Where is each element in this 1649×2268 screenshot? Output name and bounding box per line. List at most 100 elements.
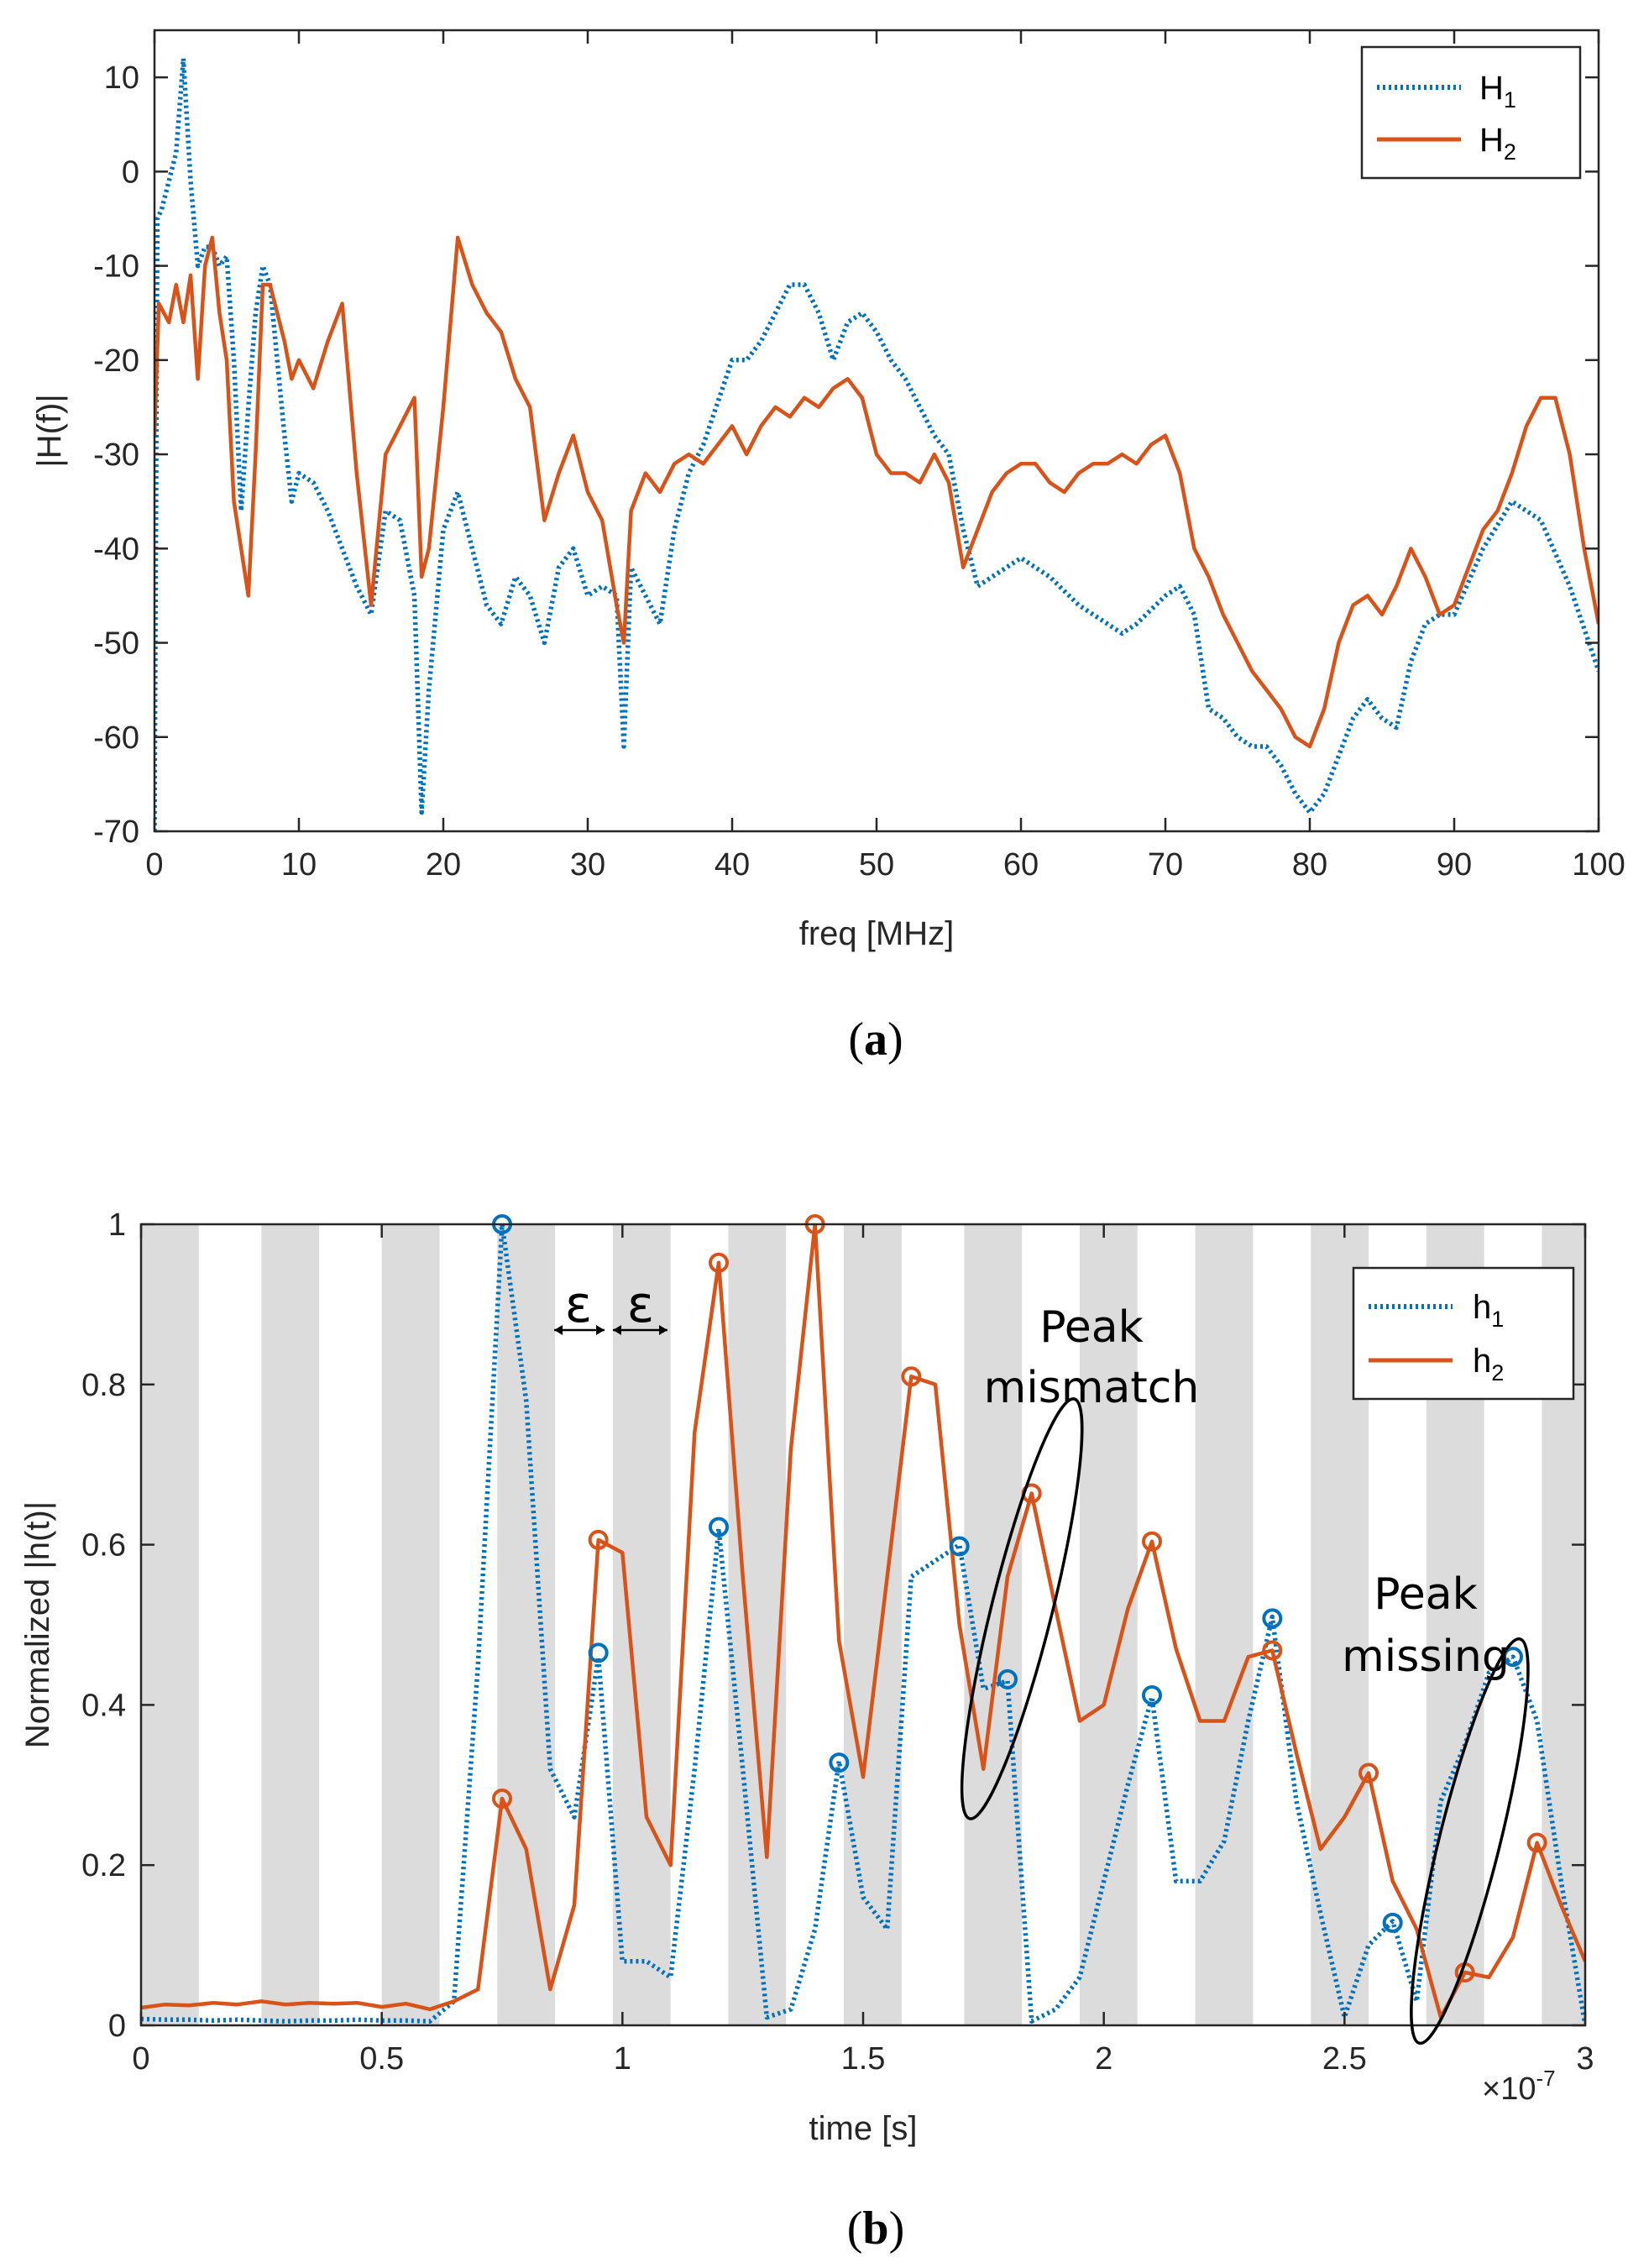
y-tick-label: -60 bbox=[93, 720, 139, 756]
caption-b-letter: b bbox=[862, 2203, 888, 2255]
annotation-ellipse-2 bbox=[1410, 1637, 1530, 2045]
y-tick-label: 0.2 bbox=[81, 1848, 126, 1883]
y-tick-label: 0.6 bbox=[81, 1528, 126, 1564]
x-tick-label: 100 bbox=[1572, 847, 1625, 883]
legend-box-a bbox=[1360, 45, 1582, 180]
shaded-band-6 bbox=[728, 1224, 787, 2025]
peak-marker-h1-8 bbox=[1262, 1608, 1283, 1629]
x-tick-label: 0 bbox=[132, 2041, 149, 2077]
x-tick-label: 2 bbox=[1095, 2041, 1112, 2077]
epsilon-label-2: ε bbox=[627, 1275, 654, 1334]
panel-b: 0 0.5 1 1.5 2 2.5 3 0 0.2 0.4 0.6 0.8 1 ε ε Peak mis… bbox=[19, 1207, 1594, 2255]
x-axis-label-a: freq [MHz] bbox=[799, 915, 954, 952]
y-tick-label: 0.8 bbox=[81, 1368, 126, 1403]
peak-marker-h2-3 bbox=[709, 1252, 729, 1273]
x-tick-label: 70 bbox=[1148, 847, 1183, 883]
shaded-band-7 bbox=[844, 1224, 902, 2025]
x-tick-label: 90 bbox=[1437, 847, 1472, 883]
peak-marker-h2-9 bbox=[1358, 1763, 1379, 1783]
x-exponent-power: -7 bbox=[1536, 2066, 1555, 2091]
peak-marker-h2-5 bbox=[901, 1366, 922, 1387]
x-tick-label: 0.5 bbox=[359, 2041, 404, 2077]
legend-a: H1 H2 bbox=[1360, 45, 1582, 180]
legend-h2-sub: 2 bbox=[1504, 139, 1516, 165]
series-group-a bbox=[154, 55, 1599, 831]
x-tick-label: 2.5 bbox=[1322, 2041, 1367, 2077]
y-tick-label: -70 bbox=[93, 814, 139, 850]
y-axis-label-b: Normalized |h(t)| bbox=[19, 1501, 56, 1748]
legend-h1-base: H bbox=[1479, 70, 1504, 107]
series-line-h2-a bbox=[154, 235, 1599, 749]
shaded-band-8 bbox=[964, 1224, 1023, 2025]
legend-label-h2: H2 bbox=[1479, 122, 1516, 165]
panel-a: 0 10 20 30 40 50 60 70 80 90 100-70-60-50-40-30-20… bbox=[31, 29, 1625, 1066]
legend-label-h1: H1 bbox=[1479, 70, 1516, 113]
y-axis-label-a: |H(f)| bbox=[31, 394, 68, 467]
axes-b: 0 0.5 1 1.5 2 2.5 3 0 0.2 0.4 0.6 0.8 1 bbox=[81, 1207, 1594, 2077]
x-exponent-b: ×10-7 bbox=[1482, 2066, 1556, 2107]
shaded-band-1 bbox=[141, 1224, 199, 2025]
x-axis-label-b: time [s] bbox=[809, 2110, 918, 2147]
caption-b: (b) bbox=[847, 2203, 904, 2255]
legend-label-h2-lower: h2 bbox=[1473, 1343, 1504, 1385]
peak-marker-h1-5 bbox=[949, 1536, 970, 1557]
peak-marker-h1-6 bbox=[997, 1668, 1018, 1689]
series-line-h1-b bbox=[141, 1224, 1585, 2025]
y-tick-label: 0.4 bbox=[81, 1688, 126, 1723]
x-tick-label: 1.5 bbox=[841, 2041, 886, 2077]
annotation-peak-mismatch-line2: mismatch bbox=[984, 1363, 1200, 1413]
y-tick-label: 0 bbox=[122, 155, 139, 190]
peak-marker-h2-8 bbox=[1262, 1640, 1283, 1661]
legend-label-h1-lower: h1 bbox=[1473, 1289, 1504, 1332]
x-tick-label: 20 bbox=[426, 847, 461, 883]
peak-marker-h2-11 bbox=[1526, 1832, 1547, 1853]
legend-h2-lower-sub: 2 bbox=[1491, 1360, 1504, 1385]
peak-marker-h1-3 bbox=[709, 1516, 729, 1537]
shaded-band-4 bbox=[497, 1224, 556, 2025]
x-tick-label: 3 bbox=[1576, 2041, 1594, 2077]
peak-marker-h1-7 bbox=[1142, 1684, 1162, 1705]
annotation-peak-missing-line2: missing bbox=[1342, 1632, 1510, 1682]
axes-a: 0 10 20 30 40 50 60 70 80 90 100-70-60-50-40-30-20… bbox=[93, 29, 1625, 883]
y-tick-label: -30 bbox=[93, 437, 139, 473]
shaded-band-2 bbox=[261, 1224, 320, 2025]
peak-marker-h1-2 bbox=[588, 1642, 609, 1663]
shaded-band-10 bbox=[1195, 1224, 1254, 2025]
epsilon-label-1: ε bbox=[565, 1275, 592, 1334]
peak-marker-h2-1 bbox=[492, 1789, 512, 1810]
plot-area-a bbox=[154, 30, 1599, 831]
y-tick-label: 10 bbox=[104, 60, 139, 96]
peak-marker-h1-10 bbox=[1503, 1647, 1523, 1668]
shaded-band-9 bbox=[1080, 1224, 1138, 2025]
y-tick-label: -10 bbox=[93, 249, 139, 285]
legend-h2-lower-base: h bbox=[1473, 1343, 1491, 1380]
y-tick-label: 0 bbox=[108, 2009, 126, 2044]
ellipses-b bbox=[960, 1397, 1530, 2045]
series-line-h2-b bbox=[141, 1224, 1585, 2019]
peak-marker-h1-4 bbox=[829, 1752, 850, 1773]
legend-h1-lower-base: h bbox=[1473, 1289, 1491, 1326]
x-tick-label: 40 bbox=[715, 847, 750, 883]
y-tick-label: -20 bbox=[93, 343, 139, 379]
shaded-band-3 bbox=[381, 1224, 440, 2025]
x-tick-label: 0 bbox=[145, 847, 163, 883]
annotation-ellipse-1 bbox=[960, 1397, 1084, 1820]
series-group-b bbox=[141, 1224, 1585, 2025]
peak-marker-h2-2 bbox=[588, 1529, 609, 1550]
peak-marker-h2-7 bbox=[1142, 1531, 1162, 1552]
x-tick-label: 50 bbox=[859, 847, 894, 883]
y-tick-label: 1 bbox=[108, 1207, 126, 1243]
legend-b: h1 h2 bbox=[1352, 1266, 1575, 1401]
x-exponent-base: ×10 bbox=[1482, 2072, 1536, 2107]
caption-a: (a) bbox=[848, 1014, 903, 1066]
y-tick-label: -40 bbox=[93, 532, 139, 567]
legend-h1-lower-sub: 1 bbox=[1491, 1307, 1504, 1332]
annotation-peak-mismatch-line1: Peak bbox=[1039, 1302, 1143, 1353]
caption-a-letter: a bbox=[864, 1014, 887, 1066]
annotation-peak-missing-line1: Peak bbox=[1374, 1569, 1477, 1620]
x-tick-label: 60 bbox=[1003, 847, 1039, 883]
peak-marker-h1-9 bbox=[1382, 1912, 1403, 1933]
epsilon-arrows bbox=[554, 1325, 667, 1335]
x-tick-label: 80 bbox=[1292, 847, 1327, 883]
